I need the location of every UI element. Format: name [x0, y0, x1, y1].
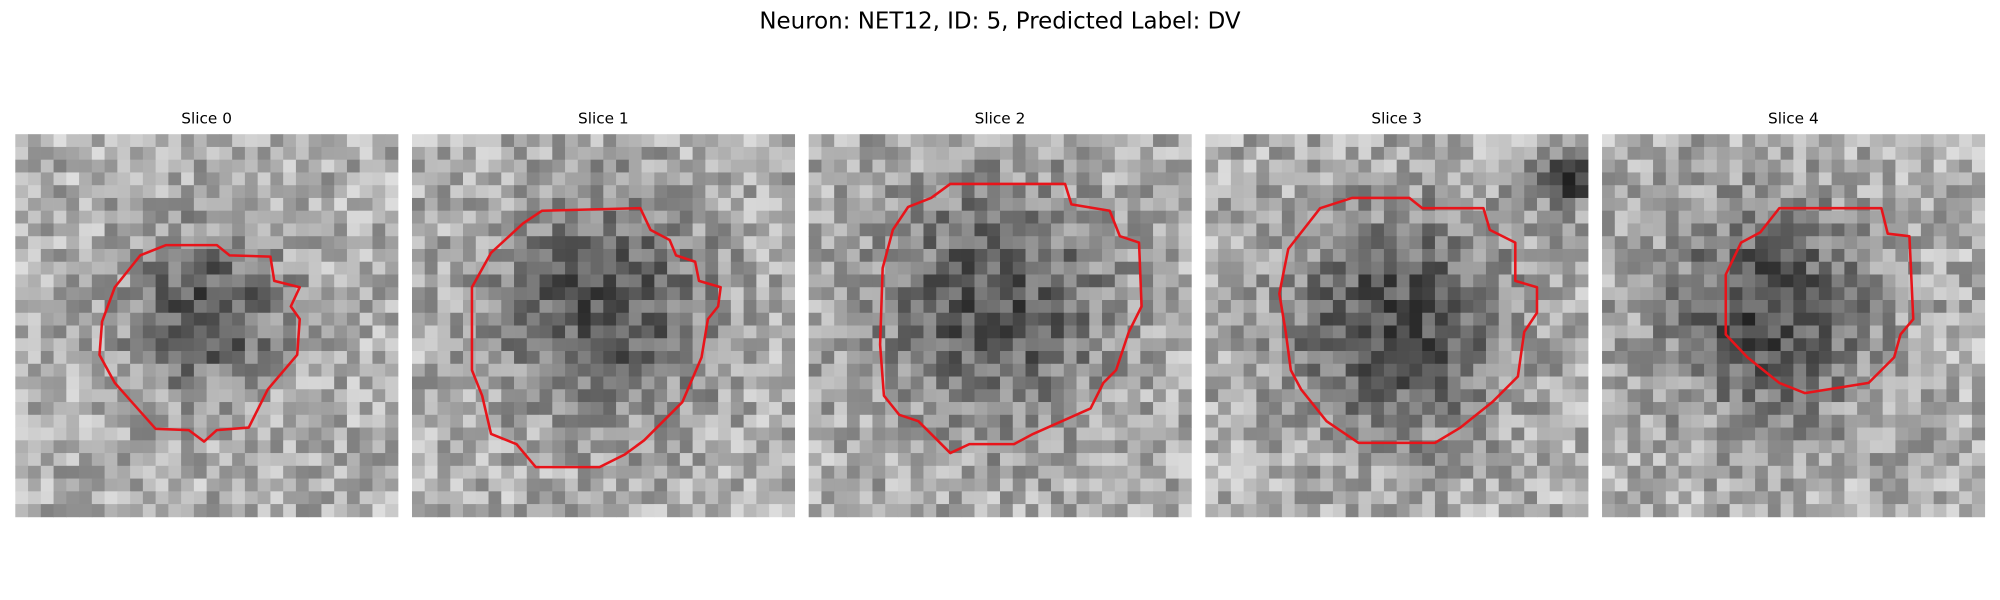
panel-title: Slice 3 — [1371, 109, 1422, 127]
segmentation-contour — [470, 206, 722, 469]
panel-title: Slice 1 — [578, 109, 629, 127]
segmentation-contour — [1724, 206, 1915, 395]
segmentation-contour — [878, 182, 1143, 455]
panel-title: Slice 2 — [975, 109, 1026, 127]
slice-image — [808, 134, 1192, 518]
segmentation-contour — [1278, 196, 1539, 445]
slice-image — [1602, 134, 1986, 518]
figure-title: Neuron: NET12, ID: 5, Predicted Label: D… — [759, 8, 1241, 34]
slice-image — [1205, 134, 1589, 518]
panel-title: Slice 4 — [1768, 109, 1819, 127]
segmentation-contour — [98, 243, 302, 443]
slice-image — [15, 134, 399, 518]
slice-image — [411, 134, 796, 518]
panel-title: Slice 0 — [181, 109, 232, 127]
